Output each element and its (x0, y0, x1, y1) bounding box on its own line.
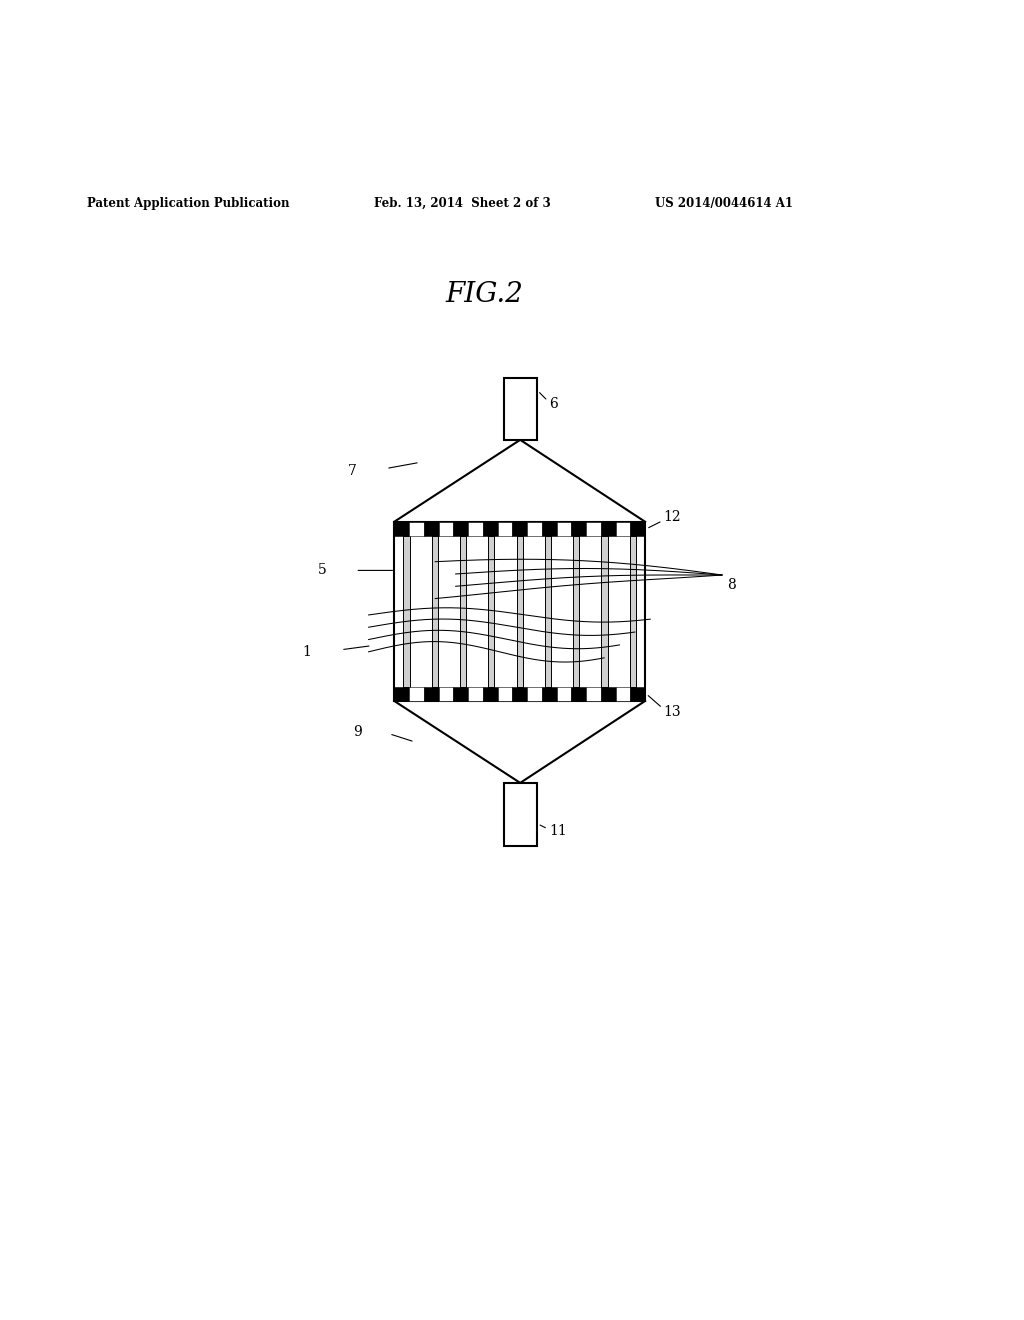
Bar (631, 521, 645, 536)
Bar (424, 521, 438, 536)
Bar (454, 521, 468, 536)
Bar (586, 521, 601, 536)
Bar (394, 521, 645, 701)
Bar (432, 536, 438, 686)
Bar (601, 521, 615, 536)
Bar (545, 536, 551, 686)
Bar (482, 686, 498, 701)
Text: 13: 13 (664, 705, 681, 719)
Bar (512, 686, 527, 701)
Bar (409, 686, 424, 701)
Bar (573, 536, 580, 686)
Text: 8: 8 (727, 578, 736, 593)
Bar (504, 783, 537, 846)
Bar (394, 521, 409, 536)
Bar (504, 379, 537, 440)
Bar (601, 686, 615, 701)
Text: FIG.2: FIG.2 (445, 281, 523, 308)
Bar (468, 686, 482, 701)
Text: Patent Application Publication: Patent Application Publication (87, 197, 290, 210)
Text: 6: 6 (549, 397, 558, 411)
Bar (586, 686, 601, 701)
Bar (527, 686, 542, 701)
Bar (527, 521, 542, 536)
Text: 5: 5 (317, 564, 327, 577)
Bar (498, 521, 512, 536)
Text: 11: 11 (549, 824, 566, 838)
Bar (517, 536, 523, 686)
Bar (557, 686, 571, 701)
Text: 12: 12 (664, 510, 681, 524)
Bar (438, 686, 454, 701)
Bar (571, 521, 586, 536)
Bar (460, 536, 466, 686)
Bar (424, 686, 438, 701)
Bar (630, 536, 636, 686)
Text: 9: 9 (353, 725, 362, 739)
Bar (615, 521, 631, 536)
Bar (488, 536, 495, 686)
Bar (557, 521, 571, 536)
Text: 1: 1 (302, 644, 311, 659)
Bar (482, 521, 498, 536)
Text: US 2014/0044614 A1: US 2014/0044614 A1 (655, 197, 794, 210)
Text: 7: 7 (348, 463, 357, 478)
Bar (403, 536, 410, 686)
Bar (468, 521, 482, 536)
Bar (512, 521, 527, 536)
Bar (571, 686, 586, 701)
Bar (615, 686, 631, 701)
Bar (438, 521, 454, 536)
Text: Feb. 13, 2014  Sheet 2 of 3: Feb. 13, 2014 Sheet 2 of 3 (374, 197, 551, 210)
Bar (454, 686, 468, 701)
Bar (542, 686, 557, 701)
Bar (542, 521, 557, 536)
Bar (631, 686, 645, 701)
Bar (409, 521, 424, 536)
Bar (498, 686, 512, 701)
Bar (601, 536, 607, 686)
Bar (394, 686, 409, 701)
